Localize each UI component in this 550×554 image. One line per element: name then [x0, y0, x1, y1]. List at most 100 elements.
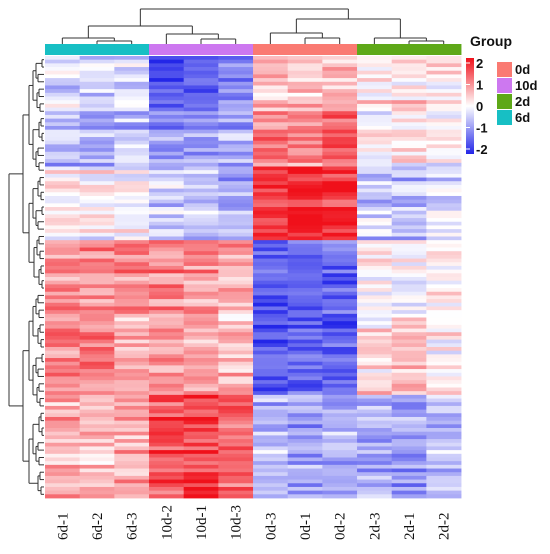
heatmap-cell	[45, 122, 81, 127]
heatmap-cell	[183, 346, 219, 352]
heatmap-cell	[287, 479, 323, 484]
heatmap-cell	[183, 74, 219, 79]
heatmap-cell	[322, 435, 358, 440]
heatmap-cell	[391, 144, 427, 149]
heatmap-cell	[391, 114, 427, 120]
heatmap-cell	[183, 339, 219, 344]
heatmap-cell	[391, 369, 427, 374]
heatmap-cell	[149, 254, 185, 259]
heatmap-cell	[114, 177, 150, 182]
heatmap-cell	[322, 118, 358, 123]
heatmap-cell	[218, 181, 254, 186]
heatmap-cell	[79, 475, 115, 480]
heatmap-cell	[357, 457, 393, 462]
heatmap-cell	[391, 291, 427, 296]
heatmap-cell	[45, 151, 81, 156]
heatmap-cell	[218, 413, 254, 418]
heatmap-cell	[391, 442, 427, 447]
heatmap-cell	[287, 258, 323, 263]
heatmap-cell	[149, 339, 185, 344]
heatmap-cell	[114, 343, 150, 348]
heatmap-cell	[218, 173, 254, 178]
heatmap-cell	[322, 475, 358, 480]
heatmap-cell	[357, 155, 393, 160]
heatmap-cell	[391, 394, 427, 399]
heatmap-cell	[357, 225, 393, 230]
heatmap-cell	[183, 383, 219, 388]
heatmap-cell	[322, 439, 358, 444]
heatmap-cell	[218, 137, 254, 142]
heatmap-cell	[322, 464, 358, 469]
heatmap-cell	[253, 317, 289, 322]
heatmap-cell	[218, 350, 254, 355]
heatmap-cell	[357, 100, 393, 105]
heatmap-cell	[79, 243, 115, 248]
heatmap-cell	[287, 450, 323, 455]
heatmap-cell	[253, 413, 289, 418]
heatmap-cell	[287, 295, 323, 300]
heatmap-cell	[426, 133, 462, 138]
heatmap-cell	[114, 376, 150, 381]
heatmap-cell	[218, 103, 254, 108]
heatmap-cell	[426, 383, 462, 388]
heatmap-cell	[149, 365, 185, 370]
group-bar-cell	[218, 44, 254, 55]
heatmap-cell	[287, 391, 323, 396]
heatmap-cell	[391, 214, 427, 219]
column-label: 6d-3	[125, 513, 141, 541]
heatmap-cell	[114, 468, 150, 473]
heatmap-cell	[426, 107, 462, 112]
heatmap-cell	[183, 409, 219, 414]
heatmap-cell	[183, 118, 219, 123]
heatmap-cell	[45, 81, 81, 86]
heatmap-cell	[426, 376, 462, 381]
heatmap-cell	[391, 273, 427, 278]
heatmap-cell	[114, 424, 150, 429]
heatmap-cell	[218, 188, 254, 193]
heatmap-cell	[357, 277, 393, 282]
heatmap-cell	[45, 358, 81, 363]
heatmap-cell	[114, 229, 150, 234]
heatmap-cell	[79, 118, 115, 123]
heatmap-cell	[253, 159, 289, 164]
heatmap-cell	[357, 181, 393, 186]
heatmap-cell	[45, 402, 81, 407]
heatmap-cell	[45, 195, 81, 201]
heatmap-cell	[45, 494, 81, 499]
heatmap-cell	[253, 273, 289, 278]
heatmap-cell	[322, 188, 358, 193]
heatmap-cell	[45, 199, 81, 204]
heatmap-cell	[426, 346, 462, 352]
heatmap-cell	[79, 361, 115, 366]
heatmap-cell	[322, 265, 358, 271]
heatmap-cell	[391, 339, 427, 344]
heatmap-cell	[183, 402, 219, 407]
heatmap-cell	[45, 70, 81, 75]
heatmap-cell	[357, 346, 393, 352]
heatmap-cell	[114, 170, 150, 175]
heatmap-cell	[218, 409, 254, 414]
heatmap-cell	[149, 475, 185, 480]
heatmap-cell	[218, 486, 254, 492]
heatmap-cell	[287, 486, 323, 492]
heatmap-cell	[322, 100, 358, 105]
heatmap-cell	[391, 122, 427, 127]
heatmap-cell	[79, 428, 115, 433]
column-labels: 6d-1 6d-2 6d-3 10d-2 10d-1 10d-3 0d-3 0d-1 0d-2 2…	[55, 505, 452, 540]
heatmap-cell	[426, 490, 462, 495]
heatmap-cell	[114, 321, 150, 326]
heatmap-cell	[357, 317, 393, 322]
heatmap-cell	[391, 56, 427, 61]
heatmap-cell	[183, 262, 219, 267]
heatmap-cell	[287, 214, 323, 219]
heatmap-cell	[426, 343, 462, 348]
heatmap-cell	[45, 269, 81, 274]
heatmap-cell	[391, 251, 427, 256]
heatmap-cell	[218, 299, 254, 304]
heatmap-cell	[114, 394, 150, 399]
heatmap-cell	[149, 328, 185, 333]
heatmap-cell	[391, 78, 427, 83]
heatmap-cell	[391, 453, 427, 458]
heatmap-cell	[426, 398, 462, 403]
